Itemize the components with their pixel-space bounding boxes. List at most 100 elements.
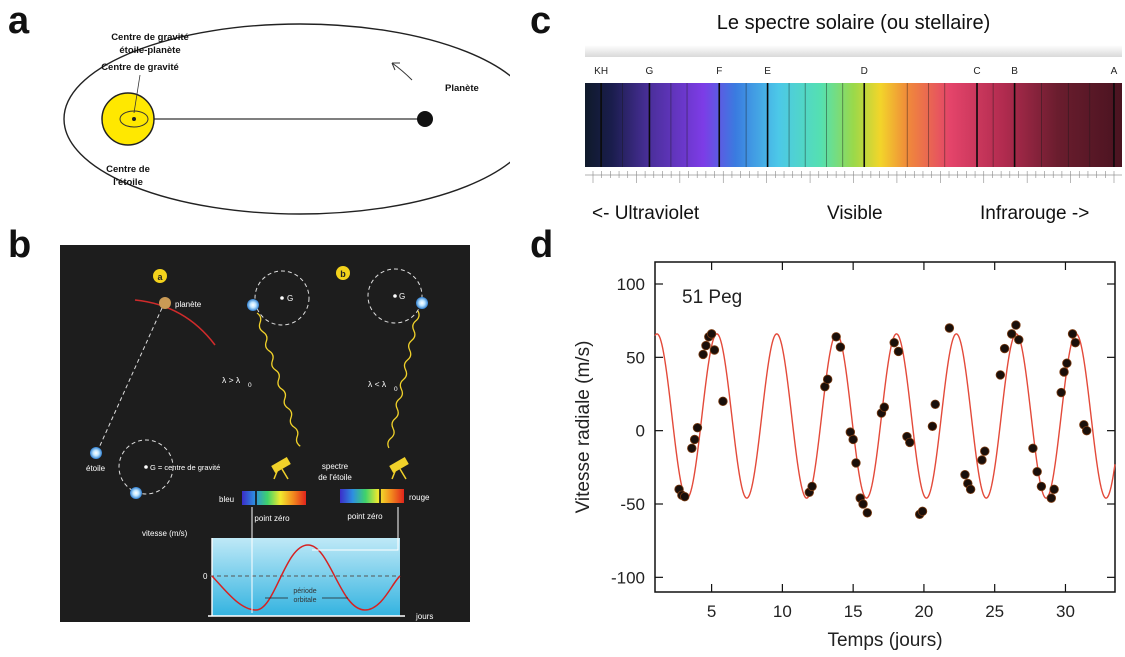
panel-letter-c: c (530, 0, 552, 42)
barycenter-orbit-lower (118, 439, 174, 495)
ultraviolet-label: <- Ultraviolet (592, 203, 700, 224)
planete-label: planète (175, 300, 202, 309)
panel-letter-d: d (530, 224, 554, 266)
planet-label: Planète (445, 83, 479, 94)
marker-a-label: a (157, 272, 163, 282)
data-point-51 (1059, 367, 1069, 377)
fraunhofer-label-7: A (1111, 66, 1118, 77)
barycenter-orbit-2 (367, 268, 423, 324)
planet-orbit-arc (134, 299, 216, 346)
marker-b-label: b (340, 269, 346, 279)
x-tick-label-0: 5 (707, 602, 716, 621)
data-point-6 (698, 349, 708, 360)
data-point-37 (965, 484, 976, 495)
connector-red (312, 507, 399, 551)
spectrum-blue-shift (242, 491, 306, 505)
data-point-5 (692, 423, 703, 433)
y-tick-label-2: 0 (636, 422, 645, 441)
data-point-32 (927, 421, 938, 431)
fraunhofer-lines (600, 83, 1115, 167)
data-point-17 (835, 342, 846, 352)
periode-label-line1: période (293, 588, 316, 595)
barycenter-label-bottom: étoile-planète (119, 45, 180, 56)
data-point-46 (1032, 467, 1042, 477)
light-wave-blue (256, 312, 301, 447)
fraunhofer-label-0: KH (594, 66, 608, 77)
data-point-4 (689, 434, 700, 445)
planet-dot (417, 111, 433, 127)
solar-spectrum: KH G F E D C B A (585, 45, 1122, 183)
fraunhofer-label-3: E (764, 66, 771, 77)
data-point-42 (1006, 329, 1017, 339)
arrow-head (391, 62, 400, 71)
marker-b-circle (336, 266, 350, 280)
y-axis-label: Vitesse radiale (m/s) (573, 341, 594, 514)
data-point-23 (862, 508, 873, 518)
infrared-label: Infrarouge -> (980, 203, 1090, 224)
data-point-7 (701, 340, 711, 351)
telescope-icon-2 (389, 457, 409, 480)
velocity-plot-area (212, 538, 400, 616)
data-point-9 (706, 329, 717, 339)
x-tick-label-5: 30 (1056, 602, 1075, 621)
y-tick-label-4: 100 (617, 275, 645, 294)
data-point-33 (930, 399, 940, 409)
y-tick-label-3: 50 (626, 348, 645, 367)
lambda-lt-sub: 0 (394, 386, 398, 393)
periode-label-line2: orbitale (294, 597, 317, 604)
barycenter-dot (132, 117, 136, 121)
panel-letter-a: a (8, 0, 30, 42)
plot-frame (654, 261, 1116, 593)
data-point-10 (709, 345, 720, 355)
data-point-2 (680, 491, 690, 502)
visible-label: Visible (827, 203, 883, 224)
lambda-lt-label: λ < λ (368, 379, 387, 389)
barycenter-orbit-1 (254, 270, 310, 326)
star-center-label-line2: l'étoile (113, 177, 143, 188)
data-point-44 (1014, 335, 1024, 345)
etoile-label: étoile (86, 464, 106, 473)
data-point-52 (1062, 358, 1072, 368)
star-center-label-line1: Centre de (106, 164, 150, 175)
light-wave-red (387, 310, 420, 449)
point-zero-label-2: point zéro (347, 512, 383, 521)
data-point-26 (889, 337, 899, 348)
data-point-43 (1011, 320, 1021, 330)
spectre-label-line2: de l'étoile (318, 473, 352, 482)
data-point-39 (980, 446, 990, 456)
spectrum-header-shade (585, 45, 1122, 57)
data-point-45 (1028, 443, 1038, 453)
spectre-label-line1: spectre (322, 462, 349, 471)
data-point-49 (1049, 484, 1059, 495)
orbit-ellipse (63, 23, 510, 215)
bleu-label: bleu (219, 495, 234, 504)
data-point-29 (905, 437, 915, 448)
axis-ticks: 5 10 15 20 25 30 -100 -50 0 50 100 (611, 262, 1115, 621)
data-point-34 (944, 323, 955, 333)
star-circle-2 (416, 297, 428, 309)
data-point-16 (831, 332, 841, 342)
rouge-label: rouge (409, 493, 430, 502)
x-tick-label-2: 15 (844, 602, 863, 621)
spectrum-band (585, 83, 1122, 167)
fraunhofer-label-5: C (973, 66, 980, 77)
fraunhofer-label-1: G (646, 66, 654, 77)
data-point-47 (1036, 481, 1047, 492)
g-label-2: G (399, 292, 405, 301)
star-disc (101, 92, 155, 146)
fraunhofer-label-2: F (716, 66, 722, 77)
x-tick-label-1: 10 (773, 602, 792, 621)
spectrum-scale-ticks (592, 171, 1115, 183)
data-point-56 (1081, 425, 1092, 436)
star-circle-1 (247, 299, 259, 311)
x-tick-label-4: 25 (985, 602, 1004, 621)
data-point-19 (848, 434, 858, 445)
star-circle-a (90, 447, 102, 459)
data-point-40 (995, 370, 1006, 380)
zero-label: 0 (203, 572, 208, 581)
data-point-3 (687, 443, 697, 453)
marker-a-circle (153, 269, 167, 283)
data-point-35 (960, 469, 970, 480)
barycenter-dot-1 (280, 296, 284, 300)
jours-label: jours (415, 612, 433, 621)
